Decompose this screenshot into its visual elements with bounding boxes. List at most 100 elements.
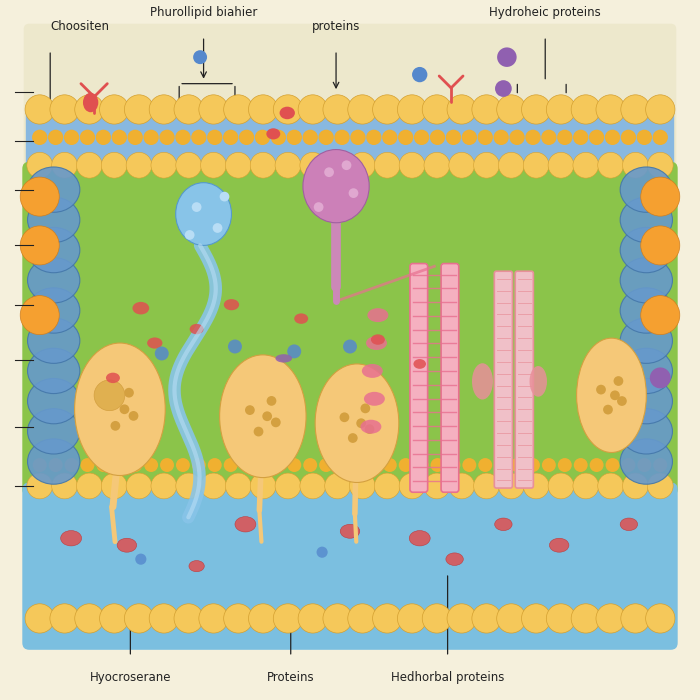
Circle shape	[340, 412, 349, 422]
Circle shape	[224, 94, 253, 124]
Circle shape	[298, 94, 328, 124]
Circle shape	[348, 94, 377, 124]
Circle shape	[497, 604, 526, 633]
Ellipse shape	[620, 197, 673, 242]
Circle shape	[129, 411, 139, 421]
Circle shape	[199, 94, 228, 124]
Circle shape	[33, 458, 47, 472]
Circle shape	[80, 458, 94, 472]
Circle shape	[102, 473, 127, 499]
Ellipse shape	[220, 355, 306, 477]
Circle shape	[349, 153, 375, 178]
Circle shape	[383, 458, 397, 472]
Circle shape	[314, 202, 323, 212]
Circle shape	[25, 604, 55, 633]
Circle shape	[589, 130, 604, 145]
Circle shape	[474, 473, 499, 499]
Circle shape	[472, 94, 501, 124]
Circle shape	[323, 604, 352, 633]
Circle shape	[287, 344, 301, 358]
Circle shape	[351, 458, 365, 472]
Circle shape	[617, 396, 626, 406]
Circle shape	[224, 458, 237, 472]
Ellipse shape	[620, 439, 673, 484]
Ellipse shape	[275, 354, 292, 363]
Circle shape	[75, 94, 104, 124]
Circle shape	[382, 130, 398, 145]
Circle shape	[48, 130, 63, 145]
Circle shape	[648, 473, 673, 499]
Circle shape	[228, 340, 242, 354]
Circle shape	[275, 153, 301, 178]
Circle shape	[80, 130, 95, 145]
Circle shape	[99, 604, 129, 633]
Circle shape	[50, 604, 79, 633]
Circle shape	[325, 473, 351, 499]
Circle shape	[424, 153, 450, 178]
Circle shape	[477, 130, 493, 145]
Ellipse shape	[294, 314, 308, 324]
FancyBboxPatch shape	[494, 271, 512, 488]
Circle shape	[497, 48, 517, 67]
Ellipse shape	[224, 299, 239, 310]
Circle shape	[374, 153, 400, 178]
Circle shape	[191, 130, 206, 145]
Circle shape	[52, 153, 78, 178]
Ellipse shape	[83, 92, 98, 112]
Ellipse shape	[362, 364, 383, 378]
Ellipse shape	[620, 379, 673, 424]
Circle shape	[367, 458, 381, 472]
Ellipse shape	[472, 363, 493, 400]
Circle shape	[97, 458, 111, 472]
Circle shape	[248, 604, 278, 633]
Circle shape	[144, 130, 159, 145]
Circle shape	[414, 458, 428, 472]
Circle shape	[510, 130, 525, 145]
Circle shape	[365, 424, 374, 434]
Circle shape	[27, 473, 52, 499]
Circle shape	[120, 405, 130, 414]
Circle shape	[32, 130, 48, 145]
Circle shape	[541, 130, 556, 145]
Ellipse shape	[340, 524, 360, 538]
Circle shape	[548, 473, 574, 499]
Ellipse shape	[366, 336, 387, 350]
Circle shape	[128, 458, 142, 472]
Circle shape	[558, 458, 572, 472]
Ellipse shape	[27, 167, 80, 212]
Circle shape	[20, 295, 60, 335]
Circle shape	[343, 340, 357, 354]
Circle shape	[20, 226, 60, 265]
Ellipse shape	[620, 518, 638, 531]
Ellipse shape	[27, 258, 80, 303]
Ellipse shape	[371, 335, 385, 345]
Circle shape	[414, 130, 429, 145]
Circle shape	[201, 473, 226, 499]
Circle shape	[75, 604, 104, 633]
Circle shape	[424, 473, 450, 499]
Circle shape	[372, 94, 402, 124]
Circle shape	[372, 604, 402, 633]
Circle shape	[422, 604, 452, 633]
Circle shape	[298, 604, 328, 633]
Circle shape	[399, 458, 413, 472]
Circle shape	[652, 130, 668, 145]
Circle shape	[275, 473, 301, 499]
Circle shape	[300, 473, 326, 499]
FancyBboxPatch shape	[22, 482, 678, 650]
Ellipse shape	[27, 409, 80, 454]
Circle shape	[398, 604, 427, 633]
Circle shape	[422, 94, 452, 124]
Circle shape	[193, 50, 207, 64]
Circle shape	[111, 130, 127, 145]
Circle shape	[648, 153, 673, 178]
Circle shape	[125, 94, 154, 124]
Ellipse shape	[577, 338, 646, 452]
Ellipse shape	[529, 366, 547, 397]
Circle shape	[447, 604, 476, 633]
Text: Phurollipid biahier: Phurollipid biahier	[150, 6, 258, 19]
Ellipse shape	[117, 538, 136, 552]
Circle shape	[52, 473, 78, 499]
Circle shape	[102, 153, 127, 178]
Circle shape	[174, 604, 203, 633]
